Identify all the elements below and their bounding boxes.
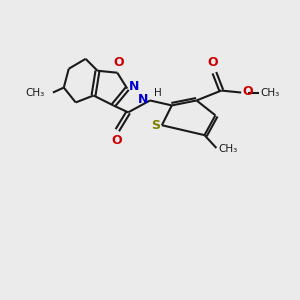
Text: H: H (154, 88, 162, 98)
Text: CH₃: CH₃ (218, 144, 238, 154)
Text: N: N (138, 93, 148, 106)
Text: O: O (111, 134, 122, 147)
Text: N: N (129, 80, 140, 93)
Text: O: O (113, 56, 124, 69)
Text: O: O (242, 85, 253, 98)
Text: CH₃: CH₃ (26, 88, 45, 98)
Text: S: S (152, 119, 160, 132)
Text: CH₃: CH₃ (260, 88, 279, 98)
Text: O: O (207, 56, 218, 69)
